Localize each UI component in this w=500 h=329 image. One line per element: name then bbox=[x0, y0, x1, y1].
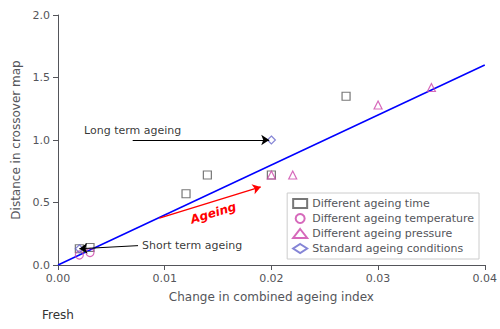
svg-text:Long term ageing: Long term ageing bbox=[84, 124, 181, 137]
svg-text:Different ageing temperature: Different ageing temperature bbox=[312, 212, 474, 225]
svg-text:0.01: 0.01 bbox=[152, 272, 177, 285]
svg-text:0.0: 0.0 bbox=[33, 259, 51, 272]
svg-text:1.0: 1.0 bbox=[33, 134, 51, 147]
svg-text:0.00: 0.00 bbox=[46, 272, 71, 285]
svg-text:Standard ageing conditions: Standard ageing conditions bbox=[312, 242, 463, 255]
svg-text:Fresh: Fresh bbox=[42, 308, 74, 322]
svg-text:Ageing: Ageing bbox=[188, 199, 239, 227]
svg-text:2.0: 2.0 bbox=[33, 9, 51, 22]
svg-text:Different ageing pressure: Different ageing pressure bbox=[312, 227, 452, 240]
svg-text:0.02: 0.02 bbox=[259, 272, 284, 285]
svg-text:1.5: 1.5 bbox=[33, 71, 51, 84]
svg-text:Different ageing time: Different ageing time bbox=[312, 197, 430, 210]
svg-text:Distance in crossover map: Distance in crossover map bbox=[9, 60, 23, 219]
svg-text:0.03: 0.03 bbox=[366, 272, 391, 285]
svg-text:Short term ageing: Short term ageing bbox=[142, 239, 242, 252]
svg-text:Change in combined ageing inde: Change in combined ageing index bbox=[169, 290, 374, 304]
svg-text:0.04: 0.04 bbox=[473, 272, 498, 285]
svg-text:0.5: 0.5 bbox=[33, 196, 51, 209]
